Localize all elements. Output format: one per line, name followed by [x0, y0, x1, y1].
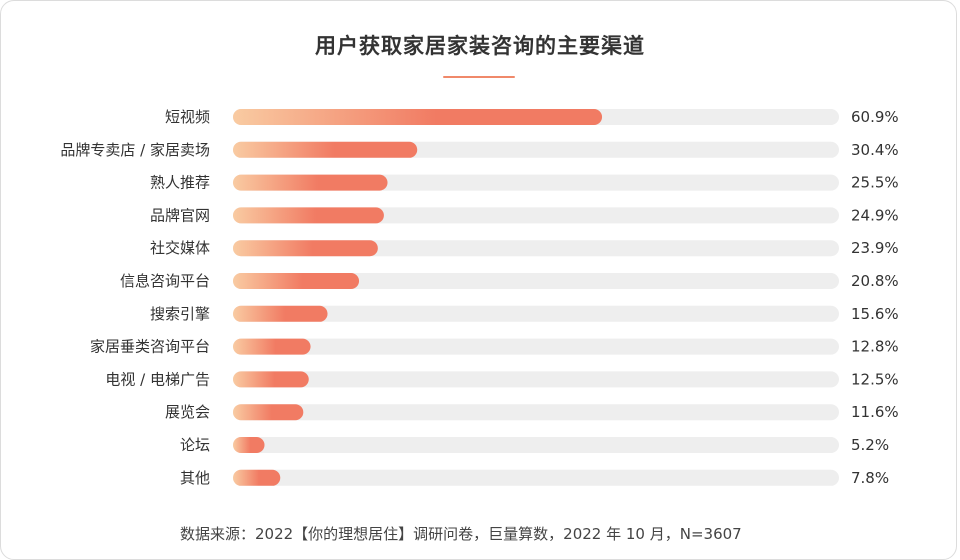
bar	[233, 174, 388, 191]
bar	[233, 240, 378, 257]
category-label: 社交媒体	[150, 239, 210, 257]
value-label: 25.5%	[851, 174, 899, 192]
category-label: 信息咨询平台	[120, 272, 210, 290]
bar-chart: 短视频 60.9% 品牌专卖店 / 家居卖场 30.4% 熟人推荐 25.5% 品牌官网 24…	[60, 108, 898, 487]
bar-track	[233, 404, 839, 421]
category-label: 家居垂类咨询平台	[90, 338, 210, 356]
bar	[233, 273, 360, 289]
category-label: 短视频	[165, 108, 210, 126]
bar-track	[233, 207, 839, 224]
bar	[233, 207, 384, 224]
category-label: 其他	[180, 469, 210, 487]
category-label: 论坛	[180, 436, 210, 454]
bar	[233, 469, 281, 486]
category-label: 展览会	[165, 403, 210, 421]
source-note: 数据来源：2022【你的理想居住】调研问卷，巨量算数，2022 年 10 月，N…	[180, 525, 742, 543]
bar	[233, 305, 328, 322]
value-label: 15.6%	[851, 305, 899, 323]
bar-track	[233, 371, 839, 388]
bar	[233, 141, 418, 158]
bar	[233, 338, 311, 355]
bar	[233, 404, 304, 421]
category-label: 品牌专卖店 / 家居卖场	[60, 141, 210, 159]
bars-group: 短视频 60.9% 品牌专卖店 / 家居卖场 30.4% 熟人推荐 25.5% 品牌官网 24…	[60, 108, 898, 487]
bar	[233, 437, 265, 453]
value-label: 11.6%	[851, 403, 899, 421]
value-label: 5.2%	[851, 436, 889, 454]
category-label: 电视 / 电梯广告	[105, 370, 210, 388]
value-label: 24.9%	[851, 206, 899, 224]
value-label: 60.9%	[851, 108, 899, 126]
bar-track	[233, 437, 839, 453]
value-label: 12.8%	[851, 338, 899, 356]
bar-track	[233, 273, 839, 289]
bar-track	[233, 305, 839, 322]
bar-track	[233, 338, 839, 355]
value-label: 20.8%	[851, 272, 899, 290]
chart-title: 用户获取家居家装咨询的主要渠道	[315, 34, 645, 58]
value-label: 12.5%	[851, 370, 899, 388]
category-label: 搜索引擎	[150, 305, 210, 323]
bar	[233, 371, 309, 388]
value-label: 23.9%	[851, 239, 899, 257]
title-underline	[443, 76, 515, 78]
value-label: 7.8%	[851, 469, 889, 487]
category-label: 熟人推荐	[150, 174, 210, 192]
bar-track	[233, 240, 839, 257]
bar	[233, 109, 603, 125]
category-label: 品牌官网	[150, 206, 210, 224]
bar-track	[233, 469, 839, 486]
value-label: 30.4%	[851, 141, 899, 159]
